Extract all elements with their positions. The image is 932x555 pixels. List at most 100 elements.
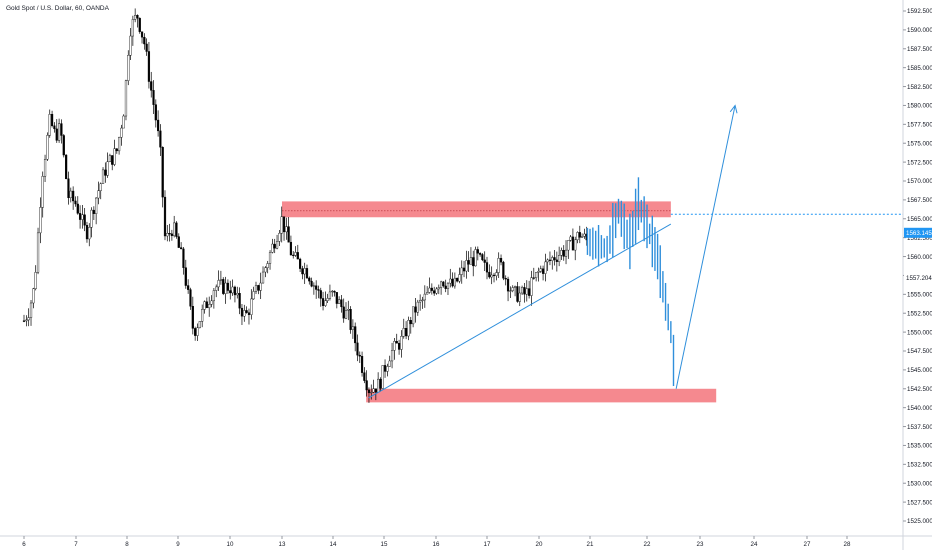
candle-body <box>303 268 306 275</box>
candle-body <box>208 304 211 309</box>
price-tick-label: 1590.000 <box>907 27 932 34</box>
candle-body <box>280 216 283 234</box>
candle-body <box>393 341 396 351</box>
candle-body <box>219 279 222 281</box>
candle-body <box>273 243 276 249</box>
price-tick-label: 1592.500 <box>907 8 932 15</box>
candle-body <box>532 277 535 279</box>
candle-body <box>257 285 260 291</box>
candle-body <box>115 148 118 152</box>
resistance-zone[interactable] <box>282 201 671 218</box>
candle-body <box>571 236 575 251</box>
time-tick-label: 13 <box>279 541 286 548</box>
candle-body <box>349 309 352 330</box>
candle-body <box>289 241 293 256</box>
candle-body <box>34 272 37 289</box>
time-tick-label: 22 <box>644 541 651 548</box>
candle-body <box>196 327 199 336</box>
candle-body <box>433 290 436 294</box>
candle-body <box>456 277 459 282</box>
candle-body <box>180 247 183 250</box>
time-tick-label: 9 <box>176 541 180 548</box>
candle-body <box>168 233 171 235</box>
candle-body <box>553 257 556 261</box>
candle-body <box>462 267 466 272</box>
candle-body <box>140 31 144 38</box>
candle-body <box>312 285 315 287</box>
candle-body <box>150 81 153 91</box>
candle-body <box>217 280 220 288</box>
candle-body <box>27 317 30 321</box>
candle-body <box>222 279 225 294</box>
candle-body <box>469 257 473 265</box>
price-tick-label: 1560.000 <box>907 254 932 261</box>
candle-body <box>72 190 75 202</box>
candle-body <box>344 310 348 319</box>
candle-body <box>161 146 164 198</box>
candle-body <box>365 380 368 391</box>
candle-body <box>266 263 269 268</box>
candle-body <box>511 287 514 291</box>
candle-body <box>453 277 456 287</box>
time-tick-label: 21 <box>587 541 594 548</box>
candle-body <box>138 17 141 32</box>
candle-body <box>363 372 366 381</box>
candle-body <box>541 268 545 274</box>
projection-arrow-head <box>729 104 738 114</box>
candle-body <box>474 249 477 267</box>
candle-body <box>212 290 215 302</box>
candle-body <box>88 227 91 240</box>
current-price-badge <box>904 227 932 238</box>
time-tick-label: 6 <box>22 541 26 548</box>
candle-body <box>292 254 295 256</box>
candle-body <box>479 253 482 255</box>
candle-body <box>342 306 345 319</box>
candle-body <box>48 114 51 136</box>
candle-body <box>386 366 389 372</box>
price-tick-label: 1540.000 <box>907 405 932 412</box>
time-tick-label: 23 <box>697 541 704 548</box>
price-tick-label: 1582.500 <box>907 84 932 91</box>
candle-body <box>78 213 82 220</box>
support-zone[interactable] <box>366 388 717 403</box>
candle-body <box>476 249 479 254</box>
candle-body <box>184 267 187 286</box>
candle-body <box>374 388 377 393</box>
price-tick-label: 1575.000 <box>907 140 932 147</box>
candle-body <box>340 299 343 308</box>
candle-body <box>278 232 281 242</box>
time-tick-label: 24 <box>751 541 758 548</box>
candle-body <box>101 169 105 184</box>
candle-body <box>76 203 79 214</box>
time-tick-label: 14 <box>330 541 337 548</box>
candle-body <box>497 257 500 273</box>
candle-body <box>301 268 304 275</box>
candle-body <box>245 310 248 313</box>
candle-body <box>99 183 102 191</box>
candle-body <box>166 233 169 237</box>
candle-body <box>152 90 155 105</box>
candle-body <box>95 197 98 214</box>
projection-arrow-line[interactable] <box>675 105 736 389</box>
symbol-title: Gold Spot / U.S. Dollar, 60, OANDA <box>6 5 109 12</box>
candle-body <box>331 290 334 293</box>
candle-body <box>247 312 251 315</box>
candle-body <box>388 360 391 367</box>
candle-body <box>444 285 447 289</box>
candle-body <box>29 302 33 318</box>
candle-body <box>360 356 364 373</box>
candle-body <box>294 252 297 256</box>
candle-body <box>53 125 56 130</box>
time-tick-label: 10 <box>227 541 234 548</box>
candle-body <box>423 293 426 301</box>
candle-body <box>205 301 208 309</box>
candle-body <box>282 216 286 233</box>
candle-body <box>546 259 549 263</box>
candle-body <box>127 55 130 81</box>
candle-body <box>513 286 517 288</box>
candle-body <box>315 285 318 290</box>
ascending-trendline[interactable] <box>368 223 672 399</box>
candle-body <box>379 378 382 389</box>
candle-body <box>414 306 417 313</box>
